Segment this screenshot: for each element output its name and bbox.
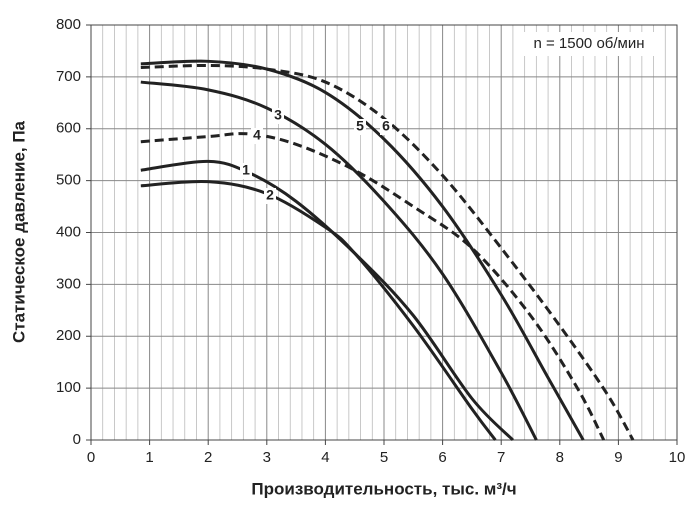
- curve: [140, 132, 606, 441]
- curve-label: 3: [274, 107, 282, 123]
- x-tick-label: 2: [204, 449, 212, 466]
- curve-label: 1: [242, 162, 250, 178]
- curve: [140, 80, 538, 441]
- y-tick-label: 600: [56, 120, 81, 137]
- x-tick-label: 5: [380, 449, 388, 466]
- x-tick-label: 6: [438, 449, 446, 466]
- y-tick-label: 400: [56, 223, 81, 240]
- plot-frame: [90, 24, 678, 441]
- x-tick-label: 7: [497, 449, 505, 466]
- y-tick-label: 800: [56, 16, 81, 33]
- y-tick-label: 200: [56, 327, 81, 344]
- curve-label-bg: [354, 119, 366, 135]
- y-tick-label: 500: [56, 172, 81, 189]
- y-tick-label: 0: [73, 431, 81, 448]
- curve-label: 2: [266, 187, 274, 203]
- curve-label-bg: [380, 119, 392, 135]
- curve-label: 6: [382, 118, 390, 134]
- x-tick-label: 1: [145, 449, 153, 466]
- x-tick-label: 3: [263, 449, 271, 466]
- curve: [140, 63, 635, 441]
- curve: [140, 179, 497, 441]
- curve-label-bg: [264, 188, 276, 204]
- curve-label-bg: [240, 163, 252, 179]
- x-tick-label: 8: [556, 449, 564, 466]
- x-axis-title: Производительность, тыс. м³/ч: [251, 479, 516, 498]
- x-tick-label: 4: [321, 449, 329, 466]
- x-tick-label: 10: [669, 449, 686, 466]
- curve-label-bg: [251, 128, 263, 144]
- y-tick-label: 300: [56, 275, 81, 292]
- y-axis-title: Статическое давление, Па: [9, 120, 28, 343]
- curve-label-bg: [272, 108, 284, 124]
- curve: [140, 59, 585, 441]
- y-tick-label: 700: [56, 68, 81, 85]
- curve-label: 5: [356, 118, 364, 134]
- x-tick-label: 0: [87, 449, 95, 466]
- x-tick-label: 9: [614, 449, 622, 466]
- annotation: n = 1500 об/мин: [533, 35, 644, 52]
- curve-label: 4: [253, 127, 261, 143]
- y-tick-label: 100: [56, 379, 81, 396]
- annotation-box: [515, 32, 663, 56]
